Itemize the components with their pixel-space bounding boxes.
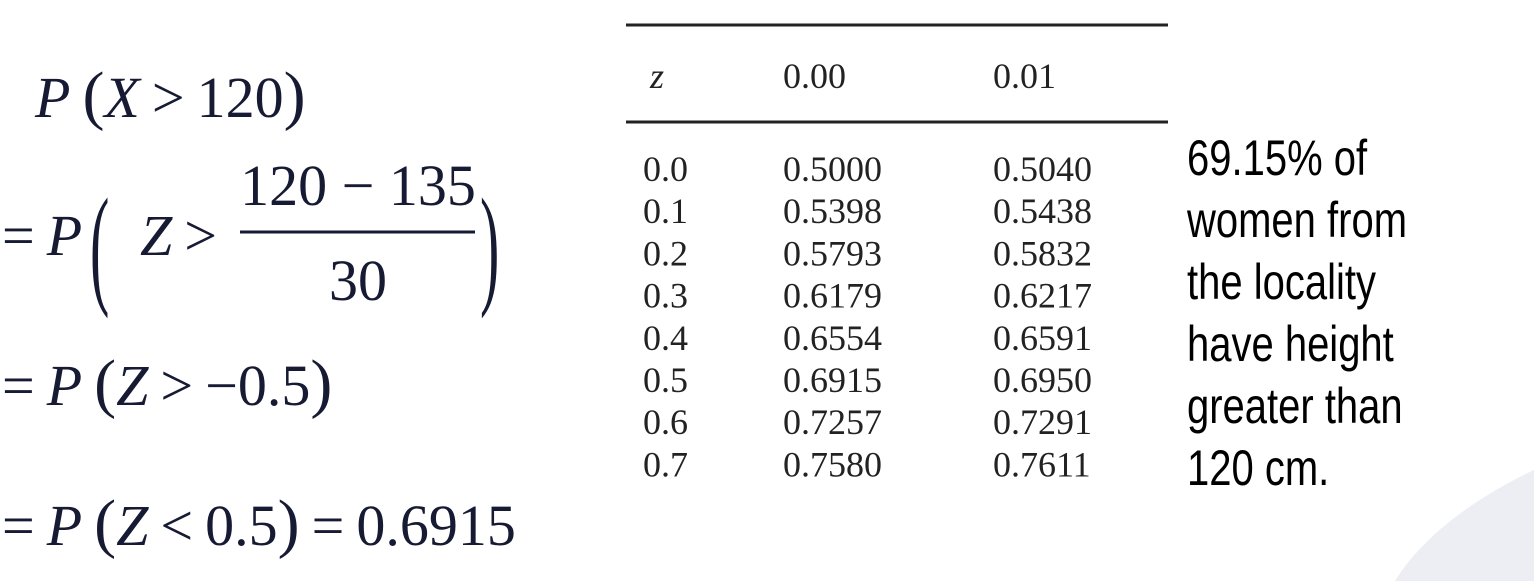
cell: 0.6 (643, 402, 688, 442)
math-token: > (160, 353, 193, 418)
math-token: X (102, 65, 142, 130)
denominator: 30 (329, 248, 387, 313)
cell: 0.5398 (783, 191, 882, 231)
math-token: 120 (197, 65, 284, 130)
cell: 0.6915 (783, 360, 882, 400)
math-token: ( (94, 487, 116, 560)
cell: 0.5438 (993, 191, 1092, 231)
cell: 0.6950 (993, 360, 1092, 400)
equation-line: = P (Z > −0.5) (2, 347, 332, 420)
math-token: ) (284, 59, 306, 132)
equation-line: Z > (140, 203, 217, 268)
cell: 0.7 (643, 444, 688, 484)
cell: 0.7580 (783, 444, 882, 484)
math-token: > (152, 65, 185, 130)
caption-line: have height (1187, 316, 1394, 372)
math-token: ) (278, 487, 300, 560)
cell: 0.5832 (993, 233, 1092, 273)
cell: 0.7291 (993, 402, 1092, 442)
header-cell: 0.01 (993, 56, 1056, 96)
math-token: ( (82, 59, 104, 132)
math-token: = (2, 353, 35, 418)
math-token: = (2, 493, 35, 558)
math-token: Z (116, 353, 149, 418)
caption-line: the locality (1187, 254, 1376, 310)
cell: 0.6591 (993, 318, 1092, 358)
cell: 0.3 (643, 276, 688, 316)
math-block: P (X >120) = P ( Z > 120 − 135 30 ) = P (Z > −0.… (2, 59, 516, 560)
math-token: P (34, 65, 70, 130)
header-cell: z (649, 56, 664, 96)
caption-line: greater than (1187, 378, 1403, 434)
cell: 0.1 (643, 191, 688, 231)
math-token: −0.5 (205, 353, 310, 418)
math-token: < (160, 493, 193, 558)
math-token: 0.6915 (356, 493, 516, 558)
caption-line: women from (1186, 192, 1407, 248)
math-token: P (46, 493, 82, 558)
caption-line: 69.15% of (1187, 130, 1367, 186)
math-token: ( (94, 347, 116, 420)
cell: 0.5040 (993, 149, 1092, 189)
math-token: P (46, 203, 82, 268)
math-token: 0.5 (205, 493, 278, 558)
math-token: P (46, 353, 82, 418)
equation-line: = P (2, 203, 82, 268)
cell: 0.2 (643, 233, 688, 273)
decoration (1395, 470, 1534, 581)
numerator: 120 − 135 (240, 153, 476, 218)
caption-line: 120 cm. (1187, 440, 1329, 496)
cell: 0.7611 (993, 444, 1091, 484)
cell: 0.5 (643, 360, 688, 400)
header-cell: 0.00 (783, 56, 846, 96)
cell: 0.6554 (783, 318, 882, 358)
equation-line: P (X >120) (34, 59, 306, 132)
paren: ( (90, 172, 109, 320)
cell: 0.6217 (993, 276, 1092, 316)
cell: 0.7257 (783, 402, 882, 442)
math-token: Z (140, 203, 173, 268)
cell: 0.5793 (783, 233, 882, 273)
math-token: = (2, 203, 35, 268)
cell: 0.0 (643, 149, 688, 189)
math-token: ) (310, 347, 332, 420)
equation-line: = P (Z <0.5) = 0.6915 (2, 487, 516, 560)
math-token: > (184, 203, 217, 268)
cell: 0.6179 (783, 276, 882, 316)
caption: 69.15% of women from the locality have heig… (1186, 130, 1407, 496)
math-token: Z (116, 493, 149, 558)
paren: ) (480, 172, 499, 320)
cell: 0.5000 (783, 149, 882, 189)
cell: 0.4 (643, 318, 688, 358)
math-token: = (312, 493, 345, 558)
